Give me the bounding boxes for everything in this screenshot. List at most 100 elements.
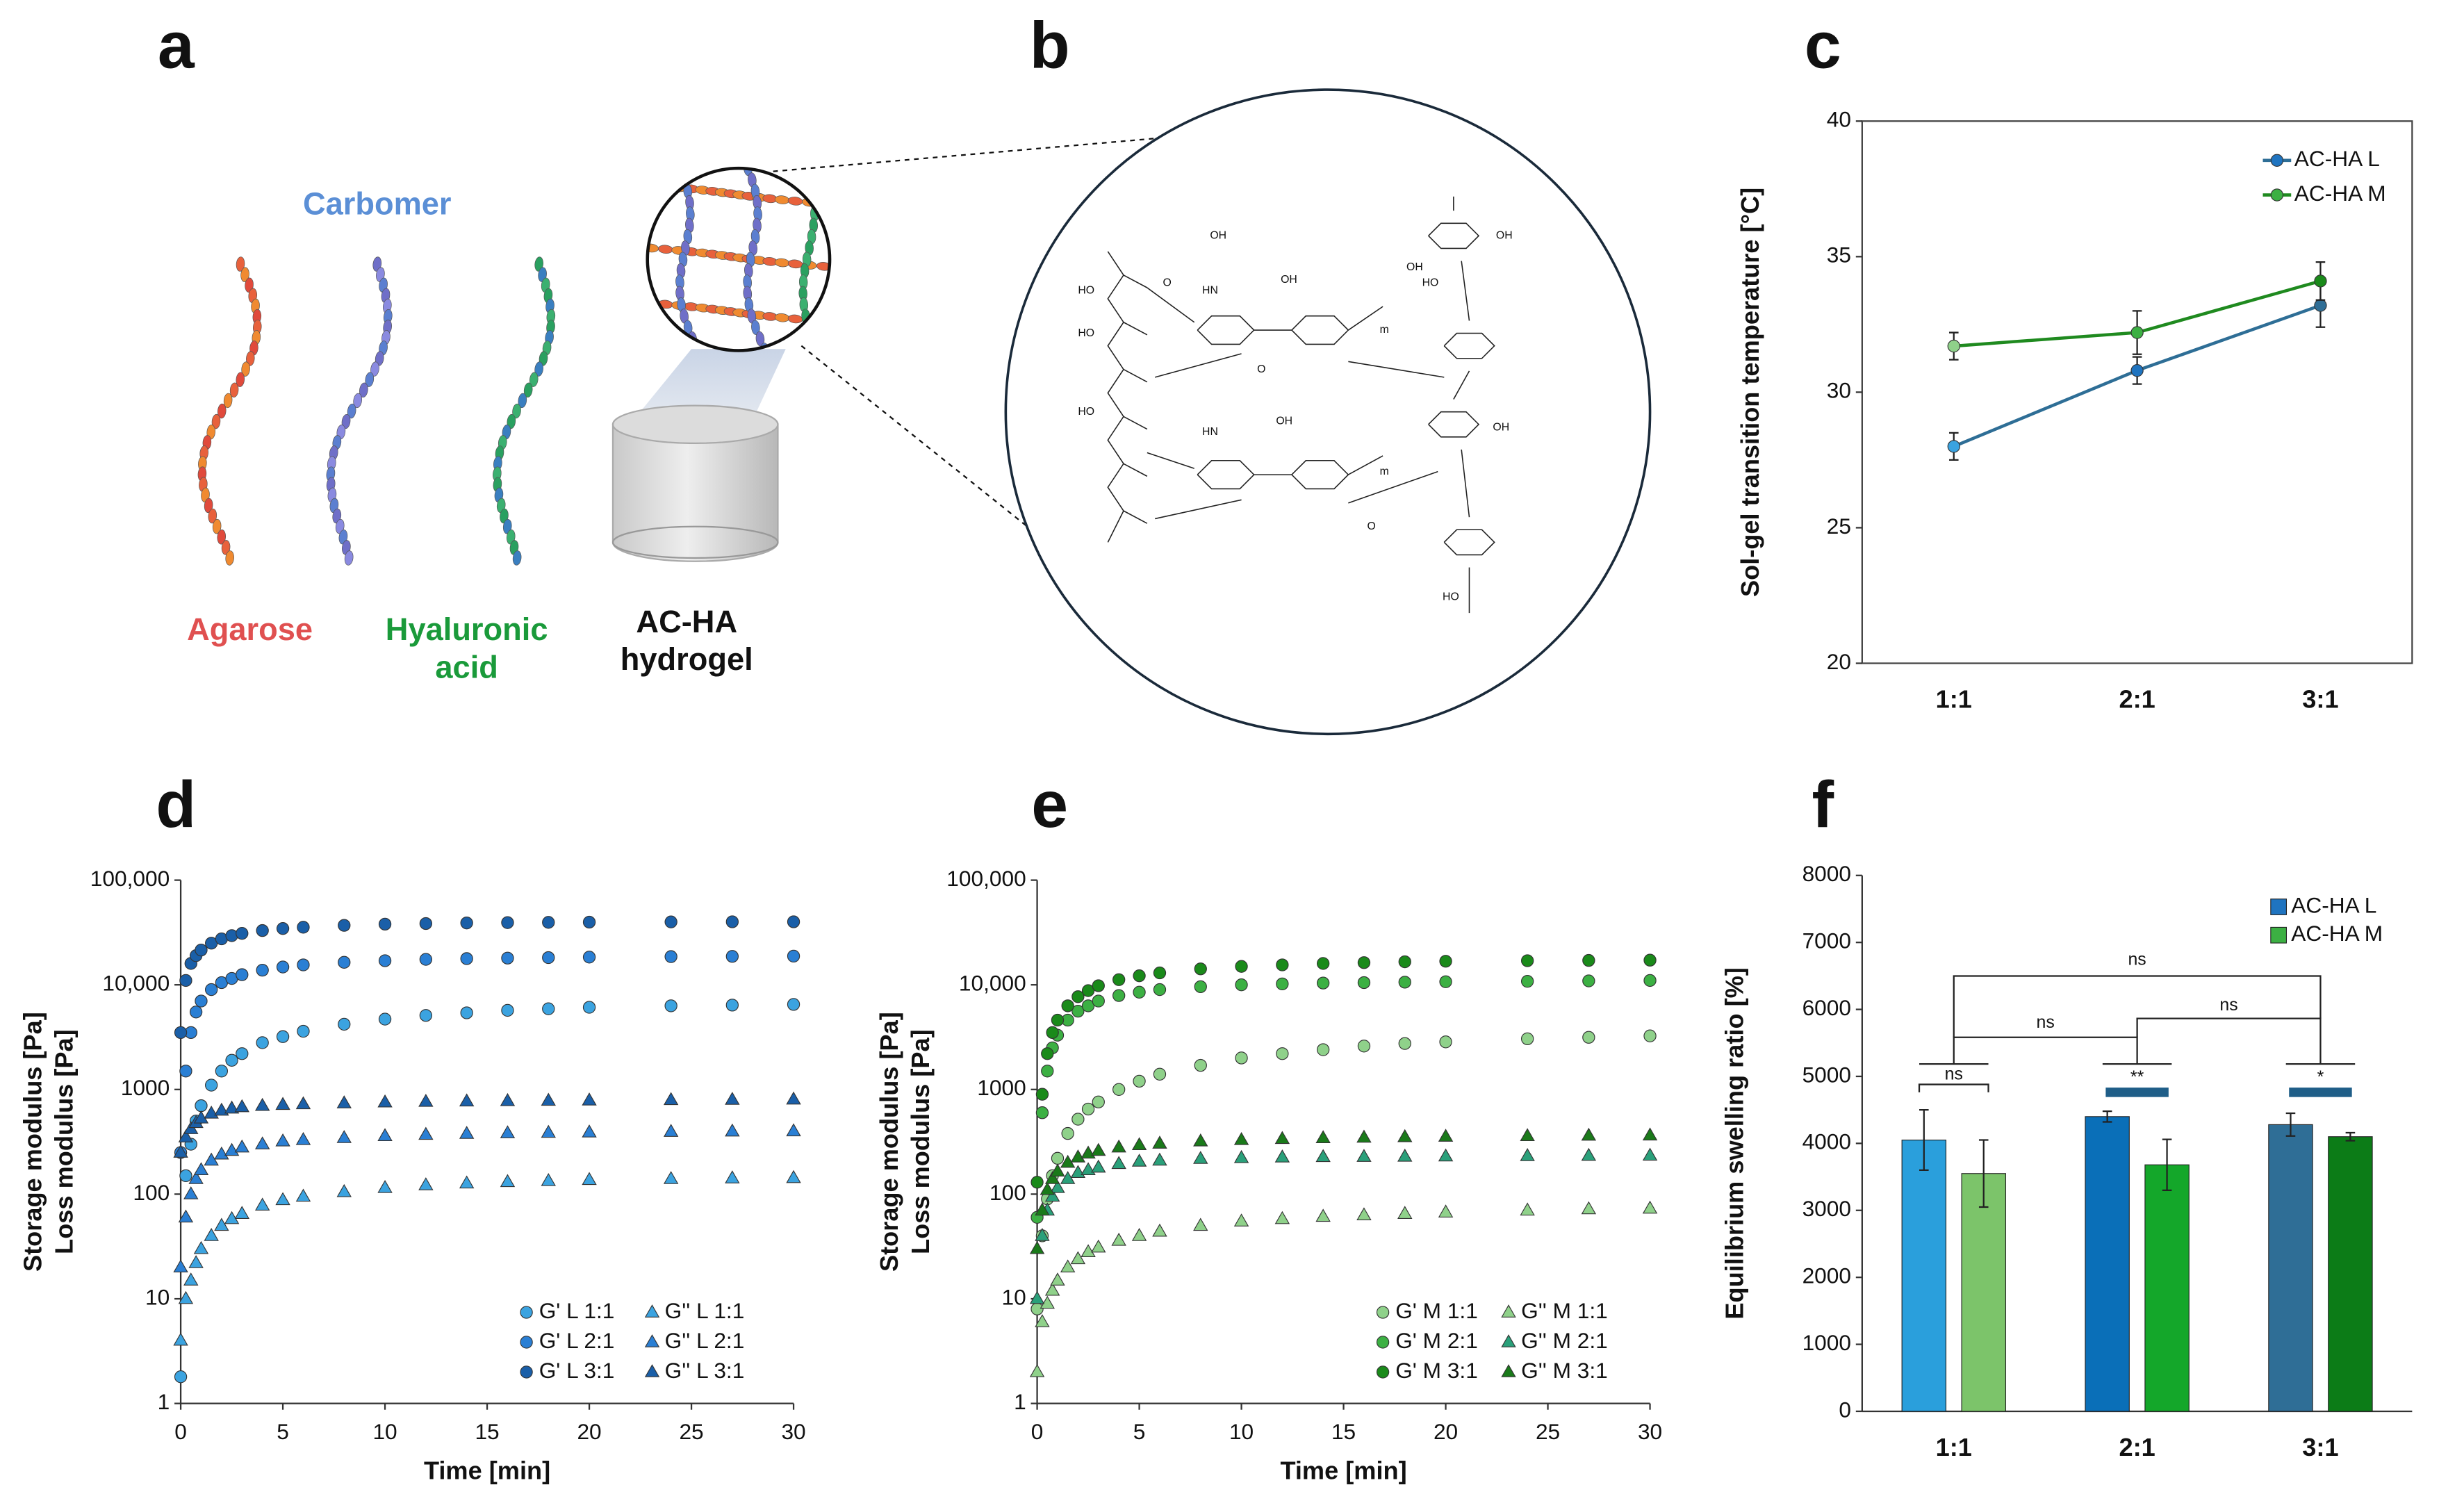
bracket-bar <box>2289 1088 2352 1097</box>
x-tick-label: 0 <box>1031 1419 1044 1444</box>
bond <box>1453 370 1470 400</box>
structure-label: m <box>1380 324 1389 336</box>
marker <box>256 963 269 977</box>
marker <box>377 1128 393 1141</box>
bead <box>831 200 846 210</box>
marker <box>419 1009 433 1022</box>
marker <box>276 922 290 935</box>
marker <box>236 1047 249 1060</box>
structure-label: m <box>1380 466 1389 477</box>
legend-marker <box>1501 1364 1516 1377</box>
bead <box>236 256 245 272</box>
marker <box>1356 1129 1372 1143</box>
marker <box>1233 1132 1249 1145</box>
marker <box>1111 1139 1126 1153</box>
marker <box>1274 1149 1290 1163</box>
bead <box>502 518 512 534</box>
marker <box>1092 1095 1105 1108</box>
panel-label: a <box>158 9 195 83</box>
marker <box>173 1145 188 1158</box>
marker <box>295 1188 311 1202</box>
marker <box>1133 969 1146 983</box>
bead <box>647 181 659 190</box>
marker <box>195 1099 208 1113</box>
bead <box>787 197 803 206</box>
legend-marker <box>2270 188 2284 202</box>
marker <box>179 974 192 987</box>
bead <box>506 530 516 545</box>
bead <box>365 372 375 387</box>
y-tick-label: 100,000 <box>90 866 170 891</box>
marker <box>297 958 310 971</box>
marker <box>173 1332 188 1346</box>
marker <box>663 1171 679 1184</box>
bracket <box>1953 1036 2138 1065</box>
marker <box>275 1133 290 1147</box>
bead <box>534 361 543 377</box>
bond <box>1123 274 1148 288</box>
marker <box>224 1100 240 1114</box>
marker <box>178 1209 194 1223</box>
bead <box>240 267 249 282</box>
marker <box>1112 989 1126 1002</box>
marker <box>1276 977 1289 991</box>
marker <box>1153 983 1167 996</box>
marker <box>501 951 514 965</box>
marker <box>1642 1147 1658 1161</box>
bead <box>629 179 644 189</box>
marker <box>1582 953 1595 967</box>
bead <box>534 256 543 272</box>
marker <box>1081 1102 1095 1116</box>
marker <box>787 915 800 928</box>
marker <box>1111 1232 1126 1246</box>
marker <box>1397 1148 1413 1162</box>
x-tick-label: 3:1 <box>2302 684 2338 713</box>
marker <box>664 915 677 928</box>
structure-label: OH <box>1276 415 1292 427</box>
marker <box>459 1093 475 1107</box>
x-tick-label: 10 <box>1229 1419 1254 1444</box>
y-tick-label: 6000 <box>1802 995 1851 1020</box>
marker <box>1581 1127 1597 1141</box>
diagram-label: Agarose <box>187 612 313 647</box>
legend-label: G' M 2:1 <box>1395 1328 1478 1353</box>
marker <box>725 1092 740 1105</box>
bond <box>1123 368 1148 383</box>
marker <box>460 1006 473 1019</box>
marker <box>276 1030 290 1043</box>
marker <box>1520 954 1534 967</box>
y-axis-label: Storage modulus [Pa] <box>875 1012 903 1272</box>
marker <box>204 1228 219 1241</box>
marker <box>1071 1113 1085 1126</box>
marker <box>297 921 310 934</box>
bead <box>629 297 644 306</box>
marker <box>1081 1145 1096 1159</box>
marker <box>338 1017 351 1031</box>
bead <box>816 317 830 326</box>
diagram-label: acid <box>435 649 498 684</box>
legend-marker <box>520 1365 533 1379</box>
marker <box>1520 1148 1535 1161</box>
bond <box>1348 361 1445 378</box>
bead <box>204 498 213 514</box>
marker <box>1041 1065 1054 1078</box>
x-tick-label: 20 <box>577 1419 601 1444</box>
marker <box>1439 1035 1452 1049</box>
marker <box>1091 1142 1106 1156</box>
marker <box>725 1123 740 1137</box>
marker <box>1152 1152 1167 1166</box>
marker <box>1044 1282 1060 1296</box>
bond <box>1147 452 1194 469</box>
bead <box>671 149 681 165</box>
marker <box>1046 1026 1059 1040</box>
bead <box>500 508 509 524</box>
legend-label: G'' M 1:1 <box>1521 1298 1608 1323</box>
marker <box>1070 1251 1086 1265</box>
marker <box>1081 984 1095 997</box>
x-tick-label: 30 <box>781 1419 805 1444</box>
marker <box>542 951 555 965</box>
legend-label: G'' L 3:1 <box>665 1358 745 1383</box>
legend-label: G'' M 2:1 <box>1521 1328 1608 1353</box>
marker <box>1439 975 1452 988</box>
marker <box>582 915 596 929</box>
